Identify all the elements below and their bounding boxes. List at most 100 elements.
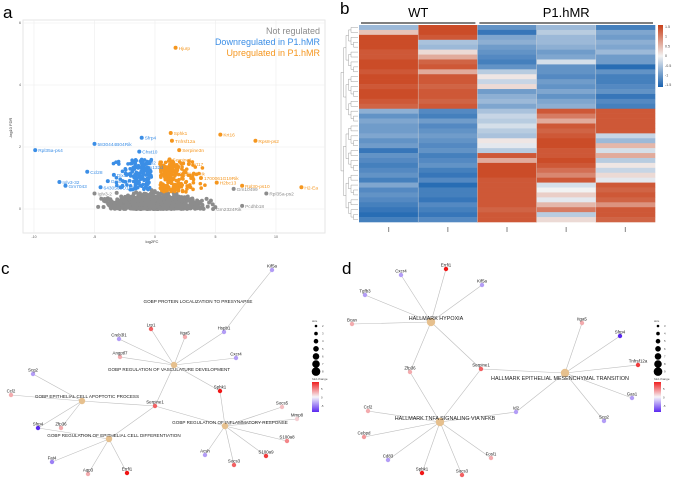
gene-label: Sfrp4 xyxy=(615,329,626,334)
point-H2bc13 xyxy=(214,180,219,185)
point-upregulated xyxy=(158,186,163,191)
gene-node-Scg2 xyxy=(30,371,36,377)
point-not-regulated xyxy=(129,194,134,199)
point-upregulated xyxy=(191,177,196,182)
point-label: Gm7043 xyxy=(68,184,87,190)
heatmap-cell xyxy=(536,153,597,159)
network-edge xyxy=(564,372,633,399)
network-edge xyxy=(204,425,226,456)
point-upregulated xyxy=(185,187,189,191)
point-label: Hjurp xyxy=(179,46,191,52)
point-downregulated xyxy=(139,157,144,162)
term-label: HALLMARK HYPOXIA xyxy=(409,316,464,322)
heatmap-cell xyxy=(477,172,537,178)
heatmap-cell xyxy=(359,29,419,36)
heatmap-cell xyxy=(595,172,656,178)
group-label-WT: WT xyxy=(408,5,428,20)
gene-label: Cxcr4 xyxy=(395,268,407,273)
gene-label: Sphk1 xyxy=(416,466,429,471)
point-downregulated xyxy=(120,169,125,174)
heatmap-cell xyxy=(418,123,478,129)
heatmap-cell xyxy=(595,34,656,41)
network-edge xyxy=(564,364,639,374)
heatmap-cell xyxy=(418,29,478,36)
dendrogram-branch xyxy=(348,177,351,189)
network-edge xyxy=(224,418,298,427)
term-label: GOBP PROTEIN LOCALIZATION TO PRESYNAPSE xyxy=(144,299,253,304)
dendrogram-branch xyxy=(348,29,351,42)
heatmap-cell xyxy=(359,89,419,95)
point-Gm2324Rik xyxy=(211,207,216,211)
network-edge xyxy=(480,368,566,374)
heatmap-cell xyxy=(418,59,478,65)
gene-label: Fat4 xyxy=(48,455,57,460)
heatmap-cell xyxy=(477,84,537,90)
heatmap-cell xyxy=(595,153,656,159)
network-edge xyxy=(515,372,566,413)
network-edge xyxy=(439,411,517,423)
point-not-regulated xyxy=(114,190,119,195)
heatmap-cell xyxy=(536,128,597,134)
point-Dlx5 xyxy=(111,172,116,177)
point-not-regulated xyxy=(118,199,123,204)
colorbar-tick: 1 xyxy=(665,35,667,39)
point-upregulated xyxy=(171,184,176,189)
point-Iglv3-32 xyxy=(57,180,62,185)
gene-label: S100a8 xyxy=(279,434,295,439)
heatmap-cell xyxy=(536,118,597,124)
point-upregulated xyxy=(181,177,185,181)
gene-node-Sfrp4 xyxy=(617,333,623,339)
fold-change-legend-title: fold change xyxy=(312,377,328,381)
network-edge xyxy=(118,338,175,366)
gene-label: Scg2 xyxy=(599,414,610,419)
gene-label: Aqp3 xyxy=(83,467,94,472)
heatmap-cell xyxy=(359,172,419,178)
group-label-P1.hMR: P1.hMR xyxy=(543,5,590,20)
heatmap-cell xyxy=(595,84,656,90)
heatmap-cell xyxy=(359,157,419,164)
point-not-regulated xyxy=(188,197,193,202)
heatmap-cell xyxy=(418,133,478,139)
heatmap-cell xyxy=(359,118,419,124)
heatmap-cell xyxy=(536,49,597,55)
dendrogram-branch xyxy=(350,110,358,119)
heatmap-cell xyxy=(477,167,537,174)
network-edge xyxy=(37,400,83,429)
heatmap-cell xyxy=(595,177,656,183)
gene-label: Hspb1 xyxy=(218,325,231,330)
point-upregulated xyxy=(163,177,168,182)
gene-node-S100a9 xyxy=(263,453,269,459)
heatmap-cell xyxy=(418,167,478,174)
point-label: 6430562O15Rik xyxy=(104,185,139,191)
gene-node-Cxcr4 xyxy=(398,272,404,278)
point-label: Gm10499 xyxy=(237,187,258,193)
point-downregulated xyxy=(120,179,125,183)
point-not-regulated xyxy=(122,197,127,202)
size-legend-label: 3 xyxy=(322,332,324,336)
point-not-regulated xyxy=(210,202,215,207)
dendrogram-branch xyxy=(350,184,358,193)
heatmap-cell xyxy=(477,44,537,50)
heatmap-cell xyxy=(536,108,597,114)
point-upregulated xyxy=(171,162,175,166)
network-edge xyxy=(219,390,226,427)
heatmap-cell xyxy=(536,217,597,223)
point-upregulated xyxy=(160,183,164,188)
gene-label: Kif5a xyxy=(477,278,488,283)
panel-label-a: a xyxy=(3,3,13,22)
heatmap-cell xyxy=(536,212,597,218)
point-upregulated xyxy=(174,166,179,171)
heatmap-cell xyxy=(359,153,419,159)
point-upregulated xyxy=(165,165,170,170)
point-label: Pcdhb18 xyxy=(245,204,264,210)
dendrogram-branch xyxy=(348,152,351,165)
heatmap-cell xyxy=(477,133,537,139)
size-legend-dot xyxy=(655,346,661,352)
heatmap-cell xyxy=(477,138,537,144)
point-not-regulated xyxy=(105,196,110,201)
dendrogram-branch xyxy=(350,209,358,218)
dendrogram-branch xyxy=(353,42,358,48)
point-Gm10499 xyxy=(231,186,236,191)
fold-change-tick: -5 xyxy=(663,404,666,408)
point-label: 1700061G19Rik xyxy=(204,176,239,182)
